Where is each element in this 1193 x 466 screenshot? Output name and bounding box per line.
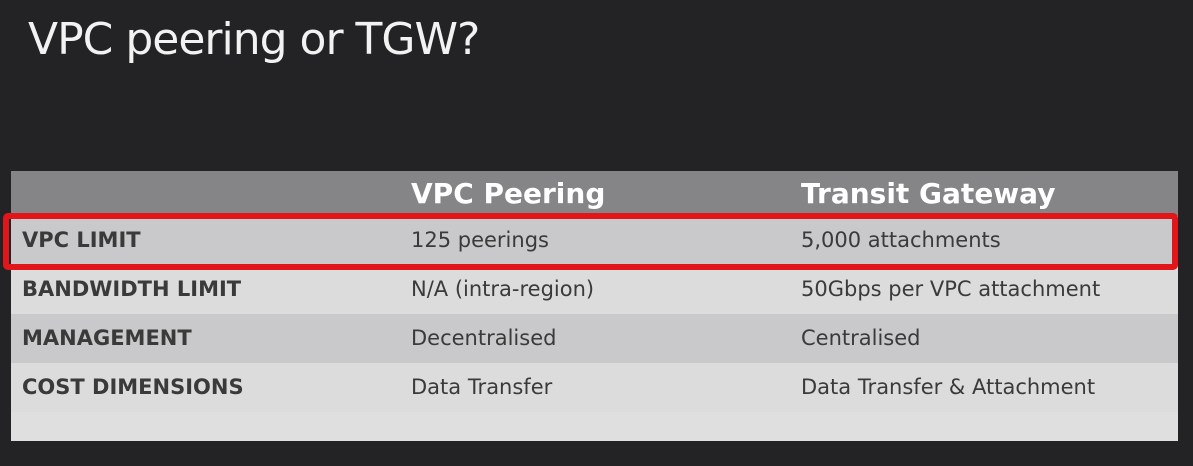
cell-transit-gateway: 5,000 attachments bbox=[801, 228, 1001, 252]
table-row-management: MANAGEMENT Decentralised Centralised bbox=[11, 314, 1178, 363]
cell-transit-gateway: Data Transfer & Attachment bbox=[801, 375, 1096, 399]
header-vpc-peering: VPC Peering bbox=[411, 177, 606, 210]
cell-vpc-peering: Decentralised bbox=[411, 326, 557, 350]
cell-transit-gateway: Centralised bbox=[801, 326, 921, 350]
table-header-row: VPC Peering Transit Gateway bbox=[11, 171, 1178, 216]
table-row-bandwidth-limit: BANDWIDTH LIMIT N/A (intra-region) 50Gbp… bbox=[11, 265, 1178, 314]
table-row-cost-dimensions: COST DIMENSIONS Data Transfer Data Trans… bbox=[11, 363, 1178, 412]
row-label: COST DIMENSIONS bbox=[22, 375, 244, 399]
row-label: VPC LIMIT bbox=[22, 228, 141, 252]
row-label: MANAGEMENT bbox=[22, 326, 192, 350]
cell-vpc-peering: 125 peerings bbox=[411, 228, 549, 252]
comparison-table: VPC Peering Transit Gateway VPC LIMIT 12… bbox=[11, 171, 1178, 441]
cell-vpc-peering: N/A (intra-region) bbox=[411, 277, 595, 301]
row-label: BANDWIDTH LIMIT bbox=[22, 277, 242, 301]
cell-transit-gateway: 50Gbps per VPC attachment bbox=[801, 277, 1101, 301]
table-row-vpc-limit: VPC LIMIT 125 peerings 5,000 attachments bbox=[11, 216, 1178, 265]
cell-vpc-peering: Data Transfer bbox=[411, 375, 553, 399]
header-transit-gateway: Transit Gateway bbox=[801, 177, 1056, 210]
slide-title: VPC peering or TGW? bbox=[28, 14, 480, 65]
